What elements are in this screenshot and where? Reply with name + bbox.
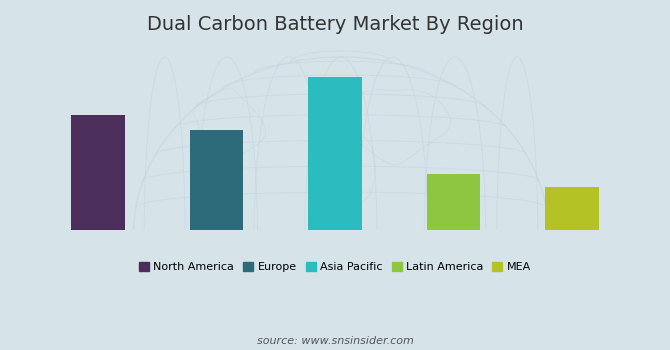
Legend: North America, Europe, Asia Pacific, Latin America, MEA: North America, Europe, Asia Pacific, Lat… — [135, 258, 535, 277]
Title: Dual Carbon Battery Market By Region: Dual Carbon Battery Market By Region — [147, 15, 523, 34]
Text: source: www.snsinsider.com: source: www.snsinsider.com — [257, 336, 413, 346]
Bar — [190, 130, 243, 230]
Bar — [545, 187, 599, 230]
Bar — [427, 174, 480, 230]
Bar — [308, 77, 362, 230]
Bar — [71, 115, 125, 230]
